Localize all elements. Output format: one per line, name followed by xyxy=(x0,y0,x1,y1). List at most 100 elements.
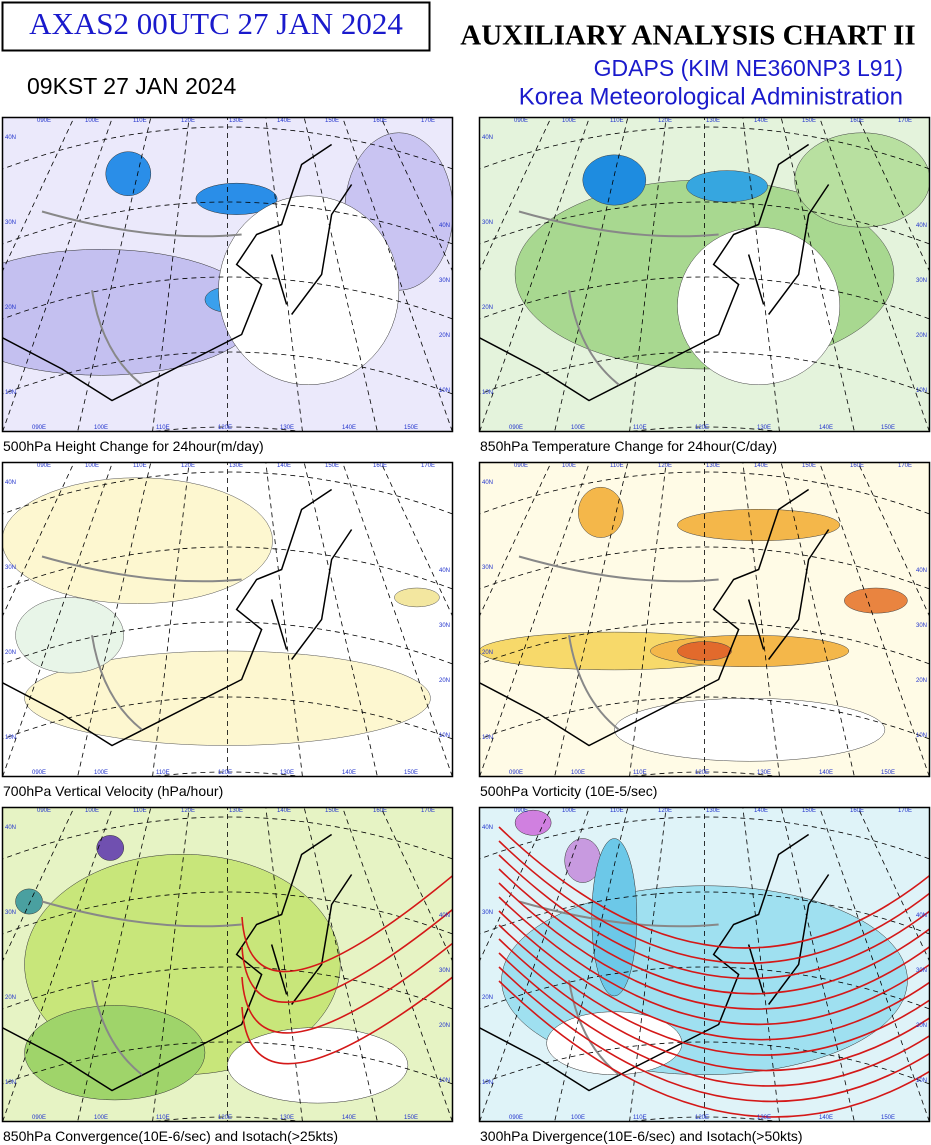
longitude-label: 130E xyxy=(229,118,243,124)
longitude-line xyxy=(629,462,667,777)
longitude-line xyxy=(77,807,152,1122)
longitude-label: 140E xyxy=(754,808,768,814)
latitude-line xyxy=(479,891,930,935)
chart-title: AUXILIARY ANALYSIS CHART II xyxy=(460,20,915,52)
latitude-label: 40N xyxy=(439,568,450,574)
longitude-label: 130E xyxy=(706,808,720,814)
latitude-label: 40N xyxy=(916,223,927,229)
longitude-line xyxy=(479,462,591,777)
isotach xyxy=(241,874,453,973)
longitude-line xyxy=(341,462,453,777)
latitude-label: 40N xyxy=(439,223,450,229)
longitude-line xyxy=(742,807,780,1122)
longitude-label: 110E xyxy=(633,1115,647,1121)
longitude-label: 140E xyxy=(819,1115,833,1121)
latitude-label: 10N xyxy=(5,1080,16,1086)
longitude-label: 130E xyxy=(757,425,771,431)
longitude-label: 170E xyxy=(421,118,435,124)
longitude-label: 110E xyxy=(156,1115,170,1121)
latitude-label: 10N xyxy=(5,390,16,396)
shaded-field xyxy=(15,597,125,674)
latitude-label: 20N xyxy=(5,650,16,656)
coastline xyxy=(479,143,830,402)
latitude-label: 10N xyxy=(916,1078,927,1084)
shaded-field xyxy=(582,154,647,206)
longitude-line xyxy=(152,462,190,777)
longitude-label: 130E xyxy=(229,808,243,814)
longitude-label: 090E xyxy=(509,425,523,431)
latitude-label: 30N xyxy=(439,278,450,284)
panel-frame xyxy=(1,116,454,433)
longitude-label: 100E xyxy=(94,770,108,776)
longitude-line xyxy=(2,807,114,1122)
longitude-label: 130E xyxy=(280,1115,294,1121)
longitude-label: 110E xyxy=(156,770,170,776)
longitude-label: 160E xyxy=(373,463,387,469)
isotach xyxy=(498,910,930,1041)
longitude-label: 090E xyxy=(37,463,51,469)
longitude-label: 140E xyxy=(277,808,291,814)
longitude-label: 150E xyxy=(404,1115,418,1121)
panel-frame xyxy=(1,461,454,778)
latitude-label: 20N xyxy=(482,650,493,656)
longitude-line xyxy=(341,807,453,1122)
longitude-label: 150E xyxy=(325,808,339,814)
longitude-line xyxy=(265,462,303,777)
shaded-field xyxy=(614,698,886,762)
latitude-label: 40N xyxy=(916,568,927,574)
longitude-label: 140E xyxy=(754,463,768,469)
longitude-line xyxy=(554,117,629,432)
longitude-label: 150E xyxy=(802,118,816,124)
longitude-line xyxy=(780,807,855,1122)
longitude-label: 140E xyxy=(819,425,833,431)
local-time: 09KST 27 JAN 2024 xyxy=(27,73,236,99)
latitude-label: 30N xyxy=(439,968,450,974)
longitude-line xyxy=(780,462,855,777)
longitude-label: 110E xyxy=(610,118,624,124)
shaded-field xyxy=(195,182,278,215)
longitude-label: 170E xyxy=(421,808,435,814)
longitude-label: 100E xyxy=(94,1115,108,1121)
longitude-line xyxy=(265,117,303,432)
shaded-field xyxy=(96,835,125,861)
longitude-label: 140E xyxy=(754,118,768,124)
longitude-label: 100E xyxy=(85,463,99,469)
longitude-line xyxy=(629,117,667,432)
longitude-label: 120E xyxy=(695,425,709,431)
longitude-line xyxy=(818,117,930,432)
panel-frame xyxy=(1,806,454,1123)
shaded-field xyxy=(394,587,440,608)
coastline xyxy=(2,488,353,747)
longitude-line xyxy=(152,807,190,1122)
longitude-label: 090E xyxy=(514,808,528,814)
longitude-label: 170E xyxy=(421,463,435,469)
latitude-label: 20N xyxy=(5,995,16,1001)
latitude-label: 20N xyxy=(439,678,450,684)
latitude-label: 30N xyxy=(5,565,16,571)
latitude-label: 40N xyxy=(5,825,16,831)
longitude-label: 110E xyxy=(633,770,647,776)
latitude-label: 20N xyxy=(916,1023,927,1029)
longitude-label: 110E xyxy=(156,425,170,431)
longitude-label: 150E xyxy=(802,808,816,814)
latitude-label: 40N xyxy=(482,480,493,486)
isotach xyxy=(498,896,930,1026)
longitude-line xyxy=(818,462,930,777)
border-line xyxy=(41,900,242,1076)
longitude-label: 100E xyxy=(85,808,99,814)
longitude-label: 160E xyxy=(373,808,387,814)
shaded-field xyxy=(577,486,624,538)
longitude-label: 170E xyxy=(898,463,912,469)
latitude-label: 30N xyxy=(482,565,493,571)
panel-frame xyxy=(478,806,931,1123)
longitude-label: 150E xyxy=(404,770,418,776)
shaded-field xyxy=(15,888,43,915)
longitude-label: 100E xyxy=(571,770,585,776)
longitude-label: 130E xyxy=(757,1115,771,1121)
longitude-label: 120E xyxy=(658,118,672,124)
longitude-label: 110E xyxy=(133,118,147,124)
model-label: GDAPS (KIM NE360NP3 L91) xyxy=(594,55,903,81)
latitude-line xyxy=(624,1116,785,1122)
longitude-label: 100E xyxy=(562,118,576,124)
isotach xyxy=(498,980,930,1118)
